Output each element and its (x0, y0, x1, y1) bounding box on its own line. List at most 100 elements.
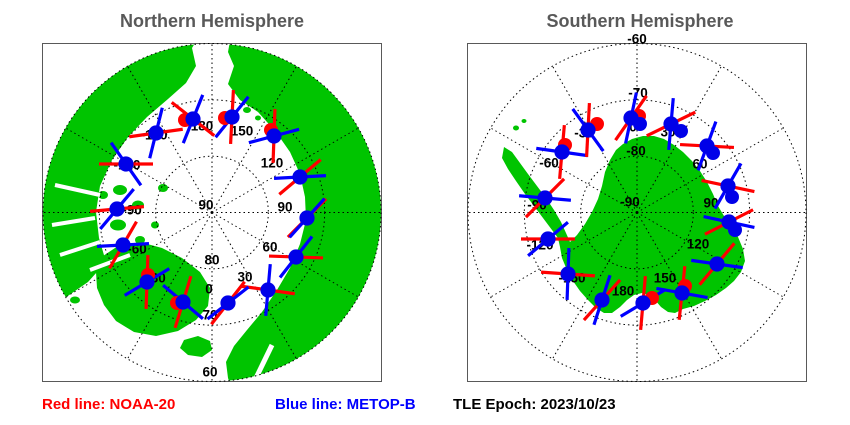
island (158, 184, 168, 192)
latitude-label: -70 (628, 86, 648, 101)
satellite-marker (162, 275, 204, 329)
metopb-position-dot (220, 295, 236, 311)
metopb-position-dot (115, 237, 131, 253)
satellite-marker (96, 220, 150, 270)
metopb-position-dot (720, 178, 736, 194)
metopb-position-dot (288, 249, 304, 265)
sea-channel (59, 240, 101, 257)
metopb-position-dot (674, 285, 690, 301)
satellite-marker (582, 274, 622, 326)
metopb-position-dot (175, 294, 191, 310)
metopb-position-dot (623, 110, 639, 126)
meridian-line (211, 127, 359, 213)
satellite-marker (518, 177, 572, 219)
latitude-ring (155, 155, 269, 270)
satellite-marker (536, 124, 588, 180)
metopb-position-dot (540, 231, 556, 247)
meridian-line (490, 212, 638, 298)
meridian-line (127, 212, 213, 360)
satellite-marker (703, 208, 755, 237)
longitude-label: 120 (687, 237, 710, 252)
satellite-marker (89, 188, 145, 230)
land-mass (96, 242, 210, 336)
metopb-position-dot (560, 266, 576, 282)
metopb-position-dot (260, 282, 276, 298)
satellite-marker (571, 102, 605, 158)
satellite-marker (521, 221, 575, 257)
legend-metopb: Blue line: METOP-B (275, 396, 416, 413)
longitude-label: 150 (654, 271, 677, 286)
metopb-position-dot (224, 109, 240, 125)
latitude-ring (580, 155, 694, 270)
longitude-label: 120 (261, 156, 284, 171)
meridian-line (636, 212, 722, 360)
meridian-line (211, 212, 359, 298)
satellite-layer (89, 89, 328, 329)
island (243, 107, 251, 113)
satellite-marker (268, 235, 324, 279)
satellite-marker (691, 242, 743, 286)
southern-hemisphere-map: -90-80-70-600306090120150180-150-120-90-… (467, 32, 807, 382)
meridian-line (490, 127, 638, 213)
metopb-position-dot (594, 292, 610, 308)
longitude-label: 60 (262, 240, 277, 255)
meridian-line (211, 212, 297, 360)
satellite-layer (518, 92, 755, 331)
satellite-marker (619, 275, 667, 331)
satellite-marker (614, 92, 648, 144)
island (513, 125, 519, 131)
satellite-marker (206, 280, 250, 326)
longitude-label: 30 (237, 270, 252, 285)
island (113, 185, 127, 195)
metopb-position-dot (721, 214, 737, 230)
satellite-marker (170, 94, 216, 144)
metopb-position-dot (292, 169, 308, 185)
metopb-position-dot (537, 190, 553, 206)
longitude-label: -90 (122, 203, 142, 218)
legend-tle-epoch: TLE Epoch: 2023/10/23 (453, 396, 616, 413)
longitude-label: -60 (539, 156, 559, 171)
meridian-line (636, 65, 722, 213)
metopb-position-dot (266, 128, 282, 144)
land-mass (180, 336, 212, 357)
island (110, 219, 126, 231)
satellite-marker (540, 247, 596, 301)
meridian-line (636, 127, 784, 213)
satellite-marker (99, 141, 153, 187)
longitude-label: 0 (629, 120, 637, 135)
metopb-position-dot (635, 295, 651, 311)
south-map-title: Southern Hemisphere (546, 11, 734, 31)
satellite-marker (646, 97, 696, 151)
satellite-marker (214, 89, 250, 145)
meridian-line (127, 65, 213, 213)
longitude-label: 180 (612, 284, 635, 299)
island (255, 115, 261, 121)
satellite-marker (241, 263, 295, 317)
meridian-line (636, 212, 784, 298)
island (61, 277, 69, 283)
latitude-ring (467, 43, 807, 382)
satellite-marker (701, 162, 755, 210)
meridian-line (65, 127, 213, 213)
island (70, 296, 80, 304)
island (151, 221, 159, 229)
metopb-position-dot (580, 122, 596, 138)
metopb-position-dot (118, 156, 134, 172)
metopb-position-dot (139, 274, 155, 290)
sea-channel (89, 253, 131, 272)
latitude-label: -90 (620, 195, 640, 210)
metopb-position-dot (185, 111, 201, 127)
sea-channel (252, 343, 275, 382)
metopb-position-dot (554, 144, 570, 160)
metopb-position-dot (709, 256, 725, 272)
legend-noaa20: Red line: NOAA-20 (42, 396, 176, 413)
longitude-label: 0 (205, 282, 213, 297)
sea-channel (51, 216, 96, 227)
latitude-ring (42, 43, 382, 382)
metopb-position-dot (699, 138, 715, 154)
satellite-marker (679, 121, 735, 171)
longitude-label: 150 (231, 124, 254, 139)
island (135, 236, 145, 244)
graticule (42, 43, 382, 382)
